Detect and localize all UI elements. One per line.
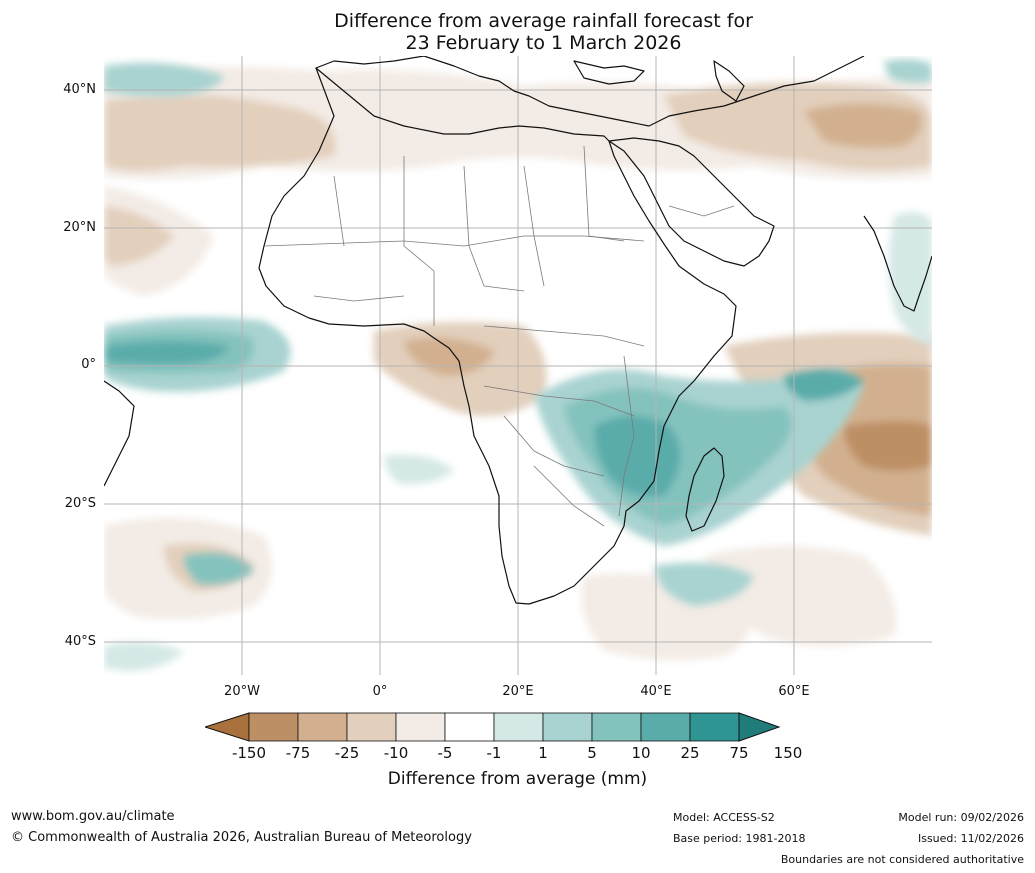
colorbar-segment: [346, 712, 397, 742]
colorbar-tick-label: 150: [773, 744, 803, 762]
colorbar-segment: [493, 712, 544, 742]
colorbar-tick-label: -1: [486, 744, 502, 762]
colorbar-extend-high: [738, 712, 781, 742]
copyright-notice: © Commonwealth of Australia 2026, Austra…: [11, 830, 472, 845]
lon-label-60e: 60°E: [778, 684, 810, 699]
colorbar-tick-label: 75: [729, 744, 749, 762]
colorbar-title: Difference from average (mm): [387, 769, 648, 789]
wet-anomaly-regions: [104, 59, 932, 671]
lat-label-40n: 40°N: [63, 82, 96, 97]
colorbar-tick-label: 1: [538, 744, 548, 762]
colorbar-segment: [395, 712, 446, 742]
coastlines: [104, 56, 932, 605]
colorbar-segment: [444, 712, 495, 742]
lon-label-20w: 20°W: [224, 684, 260, 699]
model-name: Model: ACCESS-S2: [673, 811, 775, 824]
colorbar-tick-label: -25: [334, 744, 360, 762]
lat-label-0: 0°: [81, 357, 96, 372]
colorbar-legend: [205, 712, 781, 742]
country-borders: [263, 145, 735, 527]
lat-label-20s: 20°S: [64, 496, 96, 511]
issued-date: Issued: 11/02/2026: [917, 832, 1024, 845]
lon-label-0: 0°: [372, 684, 388, 699]
colorbar-tick-label: -150: [231, 744, 267, 762]
title-line-1: Difference from average rainfall forecas…: [334, 10, 753, 32]
website-url[interactable]: www.bom.gov.au/climate: [11, 809, 175, 824]
base-period: Base period: 1981-2018: [673, 832, 806, 845]
colorbar-tick-label: 10: [631, 744, 651, 762]
colorbar-segment: [248, 712, 299, 742]
boundary-disclaimer: Boundaries are not considered authoritat…: [780, 853, 1024, 866]
colorbar-segment: [542, 712, 593, 742]
chart-title: Difference from average rainfall forecas…: [0, 10, 1035, 54]
colorbar-tick-label: 25: [680, 744, 700, 762]
colorbar-segment: [297, 712, 348, 742]
colorbar-extend-low: [205, 712, 250, 742]
colorbar-segment: [591, 712, 642, 742]
colorbar-tick-label: -10: [383, 744, 409, 762]
graticule: [104, 56, 932, 675]
model-run-date: Model run: 09/02/2026: [898, 811, 1024, 824]
lon-label-40e: 40°E: [640, 684, 672, 699]
colorbar-tick-label: 5: [587, 744, 597, 762]
colorbar-segment: [640, 712, 691, 742]
lon-label-20e: 20°E: [502, 684, 534, 699]
rainfall-anomaly-map: [104, 56, 932, 675]
lat-label-20n: 20°N: [63, 220, 96, 235]
lat-label-40s: 40°S: [64, 634, 96, 649]
colorbar-segment: [689, 712, 740, 742]
title-line-2: 23 February to 1 March 2026: [405, 32, 682, 54]
colorbar-tick-label: -75: [285, 744, 311, 762]
colorbar-tick-label: -5: [437, 744, 453, 762]
